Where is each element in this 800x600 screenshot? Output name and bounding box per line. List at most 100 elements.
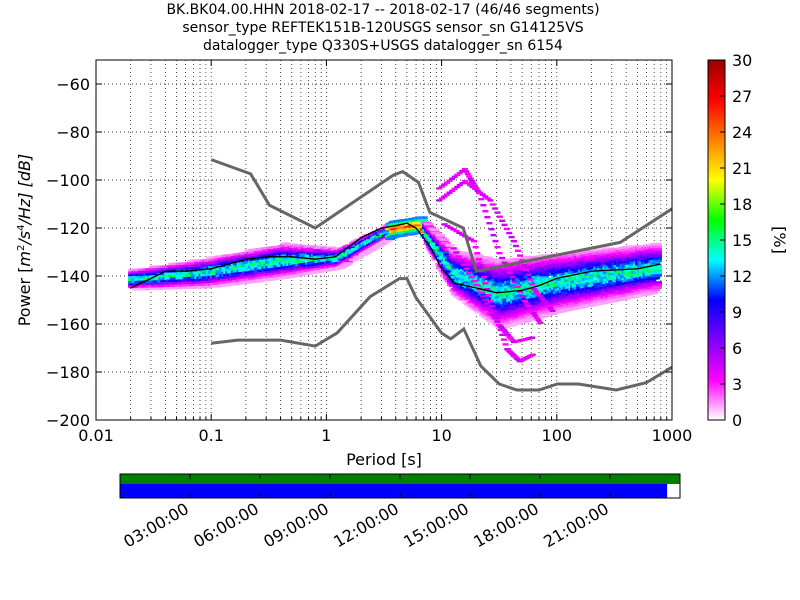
density-cell xyxy=(474,189,481,192)
x-tick-label: 0.1 xyxy=(198,426,223,445)
density-cell xyxy=(225,268,235,272)
colorbar-tick-label: 21 xyxy=(732,159,752,178)
density-cell xyxy=(529,283,536,286)
density-cell xyxy=(499,333,506,336)
density-cell xyxy=(348,258,359,262)
density-cell xyxy=(451,175,458,179)
density-cell xyxy=(466,271,473,275)
density-cell xyxy=(506,271,513,274)
colorbar-tick-label: 12 xyxy=(732,267,752,286)
density-cell xyxy=(446,179,453,182)
density-cell xyxy=(525,304,532,308)
timeline-tick-label: 09:00:00 xyxy=(260,499,332,551)
density-cell xyxy=(469,185,476,189)
y-tick-label: −140 xyxy=(46,267,90,286)
density-cell xyxy=(466,183,473,187)
density-cell xyxy=(530,312,537,315)
density-cell xyxy=(489,203,496,206)
density-cell xyxy=(499,256,506,260)
density-cell xyxy=(527,307,534,310)
density-cell xyxy=(535,319,542,322)
density-cell xyxy=(621,253,632,257)
density-cell xyxy=(652,254,662,258)
density-cell xyxy=(188,262,199,265)
density-cell xyxy=(650,262,661,265)
y-tick-label: −180 xyxy=(46,363,90,382)
density-cell xyxy=(431,231,442,235)
density-cell xyxy=(652,273,662,277)
density-cell xyxy=(517,290,524,293)
density-cell xyxy=(506,335,513,339)
timeline-used-bar xyxy=(120,484,668,498)
density-cell xyxy=(477,264,484,267)
density-cell xyxy=(503,227,510,231)
density-cell xyxy=(485,294,492,297)
density-cell xyxy=(646,279,657,283)
density-cell xyxy=(539,297,546,300)
density-cell xyxy=(501,223,508,227)
x-tick-label: 0.01 xyxy=(78,426,114,445)
timeline-tick-label: 18:00:00 xyxy=(470,499,542,551)
density-cell xyxy=(354,255,365,258)
density-cell xyxy=(644,275,655,279)
density-cell xyxy=(496,324,503,327)
density-cell xyxy=(468,275,475,279)
density-cell xyxy=(450,228,457,231)
density-cell xyxy=(472,246,479,249)
x-tick-label: 10 xyxy=(431,426,451,445)
chart-title-line-1: BK.BK04.00.HHN 2018-02-17 -- 2018-02-17 … xyxy=(166,2,600,18)
density-cell xyxy=(435,234,446,237)
density-cell xyxy=(652,247,662,251)
density-cell xyxy=(612,293,622,297)
density-cell xyxy=(502,330,509,334)
y-tick-label: −80 xyxy=(56,123,90,142)
density-cell xyxy=(288,243,298,247)
density-cell xyxy=(608,261,619,264)
density-cell xyxy=(517,254,524,257)
density-cell xyxy=(244,256,254,260)
density-cell xyxy=(508,337,515,340)
density-cell xyxy=(480,276,487,279)
density-cell xyxy=(537,288,548,292)
density-cell xyxy=(463,170,470,173)
density-cell xyxy=(589,272,599,275)
density-cell xyxy=(456,183,463,187)
density-cell xyxy=(436,187,443,190)
density-cell xyxy=(278,259,289,263)
density-cell xyxy=(490,313,497,316)
density-cell xyxy=(506,350,513,353)
density-cell xyxy=(223,259,233,262)
density-cell xyxy=(506,231,513,235)
density-cell xyxy=(450,249,461,253)
density-cell xyxy=(169,277,180,280)
density-cell xyxy=(456,171,463,175)
density-cell xyxy=(438,197,445,200)
density-cell xyxy=(652,249,662,253)
density-cell xyxy=(471,279,478,283)
density-cell xyxy=(496,252,503,255)
density-cell xyxy=(496,259,507,262)
density-cell xyxy=(470,182,477,185)
density-cell xyxy=(541,300,548,303)
density-cell xyxy=(478,198,485,201)
density-cell xyxy=(253,272,264,275)
density-cell xyxy=(508,284,518,288)
colorbar-tick-label: 18 xyxy=(732,195,752,214)
y-tick-label: −200 xyxy=(46,411,90,430)
density-cell xyxy=(466,175,473,178)
density-cell xyxy=(541,253,551,257)
density-cell xyxy=(512,312,522,316)
density-cell xyxy=(492,268,503,271)
density-cell xyxy=(443,193,450,196)
density-cell xyxy=(508,235,515,239)
density-cell xyxy=(408,220,419,223)
density-cell xyxy=(166,272,176,276)
density-cell xyxy=(469,180,476,183)
density-cell xyxy=(439,250,449,254)
density-cell xyxy=(499,219,506,222)
plot-frame xyxy=(95,59,673,421)
colorbar-tick-label: 3 xyxy=(732,375,742,394)
density-cell xyxy=(593,254,603,258)
density-cell xyxy=(459,181,466,185)
density-cell xyxy=(238,267,249,270)
